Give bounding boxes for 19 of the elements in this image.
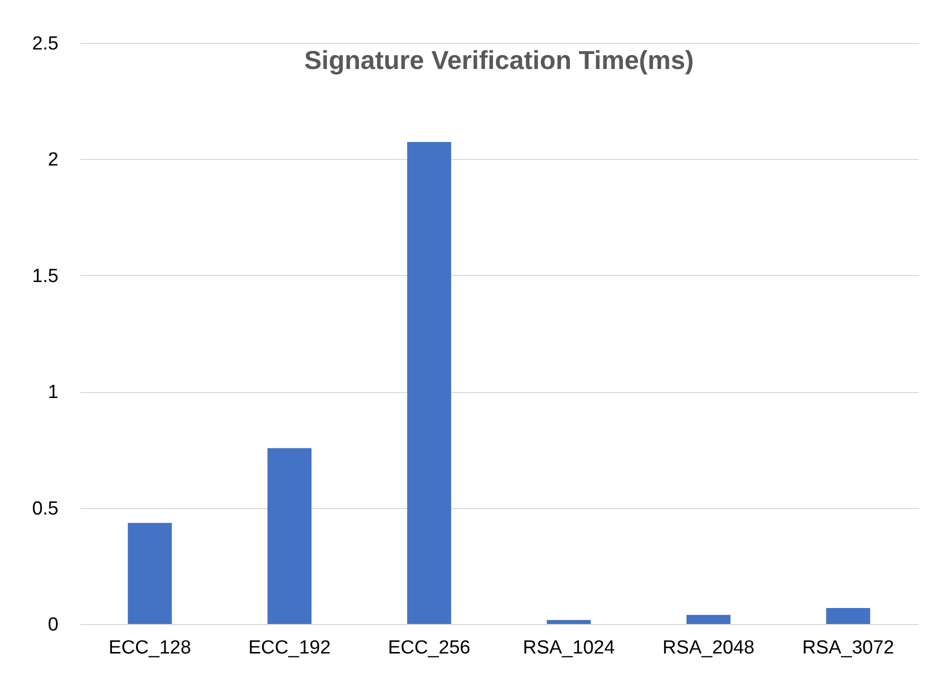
bar — [826, 608, 870, 624]
bar — [686, 614, 730, 624]
y-tick-label: 2.5 — [32, 34, 58, 54]
x-tick-label: RSA_1024 — [522, 638, 616, 658]
y-tick-label: 0.5 — [32, 498, 58, 520]
x-tick-label: ECC_192 — [248, 638, 331, 658]
y-tick-label: 1 — [48, 382, 58, 404]
bar — [407, 142, 452, 624]
y-tick-label: 1.5 — [32, 266, 58, 287]
bar — [128, 522, 172, 624]
x-tick-label: ECC_128 — [108, 638, 192, 658]
y-tick-label: 0 — [48, 614, 58, 636]
bar — [546, 620, 591, 624]
x-tick-label: RSA_2048 — [662, 638, 754, 658]
chart-title: Signature Verification Time(ms) — [304, 45, 694, 75]
bar — [268, 448, 312, 624]
y-tick-label: 2 — [48, 150, 58, 171]
x-tick-label: ECC_256 — [388, 638, 470, 658]
x-tick-label: RSA_3072 — [802, 638, 894, 658]
